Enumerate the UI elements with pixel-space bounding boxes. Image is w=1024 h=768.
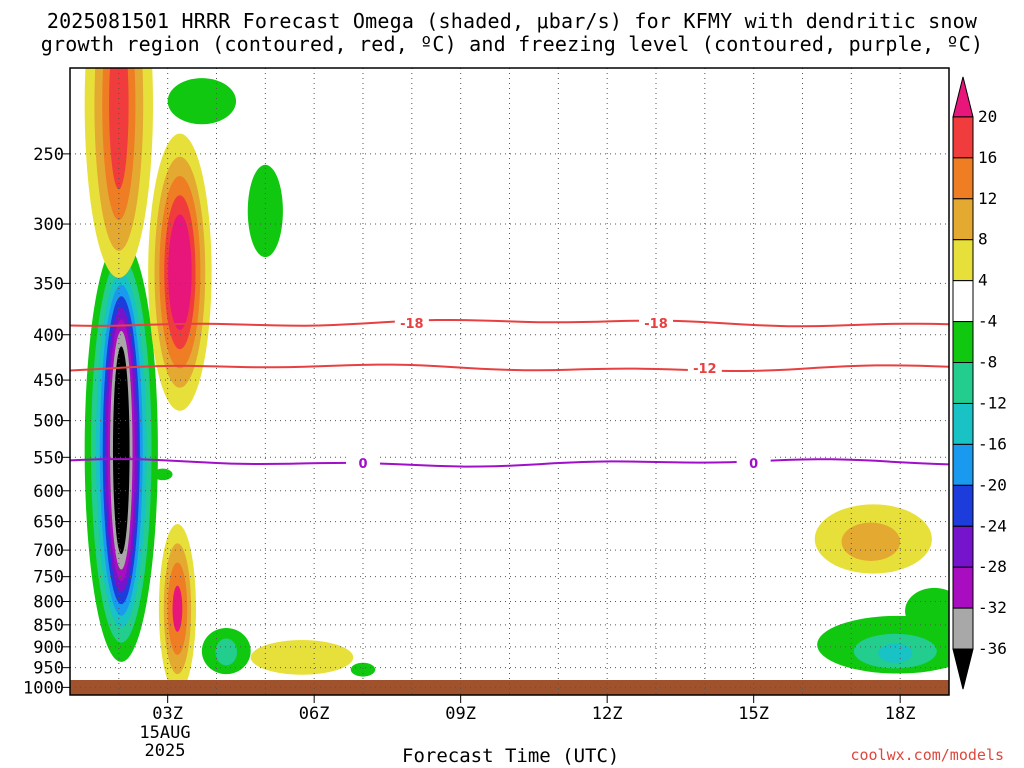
chart-title-line-2: growth region (contoured, red, ºC) and f…	[40, 32, 984, 56]
colorbar-label-8: -16	[978, 434, 1007, 453]
colorbar-swatch-10	[952, 484, 974, 527]
colorbar-swatch-0	[952, 76, 974, 118]
y-tick-label-700: 700	[33, 541, 64, 561]
y-tick-label-400: 400	[33, 326, 64, 346]
x-tick-label-9: 09Z	[445, 704, 476, 724]
temperature-contours: -18 -18 -12 0 0	[70, 315, 949, 472]
x-tick-label-6: 06Z	[299, 704, 330, 724]
x-axis: 15AUG 2025 03Z 06Z 09Z 12Z 15Z 18Z	[139, 695, 916, 761]
x-date-label-year: 2025	[145, 741, 186, 761]
x-tick-label-12: 12Z	[592, 704, 623, 724]
colorbar-label-12: -32	[978, 598, 1007, 617]
colorbar-label-6: -8	[978, 353, 997, 372]
y-tick-label-250: 250	[33, 145, 64, 165]
colorbar-label-11: -28	[978, 557, 1007, 576]
contour-line--12	[70, 363, 949, 372]
contour-label--18-1: -18	[644, 317, 668, 332]
colorbar-label-4: 4	[978, 271, 988, 290]
colorbar-label-13: -36	[978, 639, 1007, 658]
y-tick-label-450: 450	[33, 371, 64, 391]
omega-late-ascent-inner	[878, 643, 913, 663]
colorbar-swatch-9	[952, 443, 974, 486]
colorbar-swatch-14	[952, 648, 974, 690]
contour-label-0-1: 0	[749, 457, 758, 472]
colorbar-label-2: 12	[978, 189, 997, 208]
omega-ascent-cell-low-3	[350, 662, 376, 677]
colorbar-label-3: 8	[978, 230, 988, 249]
colorbar-swatch-1	[952, 116, 974, 159]
y-tick-label-300: 300	[33, 215, 64, 235]
omega-ascent-cell-low-2	[215, 638, 238, 666]
plot-frame	[69, 67, 950, 696]
y-tick-label-800: 800	[33, 593, 64, 613]
colorbar-swatch-8	[952, 402, 974, 445]
y-tick-label-750: 750	[33, 568, 64, 588]
contour-label-bg-0-1	[736, 454, 771, 470]
y-tick-label-1000: 1000	[23, 678, 64, 698]
colorbar-swatch-4	[952, 239, 974, 282]
colorbar-label-9: -20	[978, 475, 1007, 494]
omega-ascent-cell-low-4	[153, 468, 173, 481]
x-date-label-day: 15AUG	[139, 723, 190, 743]
omega-late-descent-core	[841, 522, 901, 562]
colorbar-label-10: -24	[978, 516, 1007, 535]
x-axis-title: Forecast Time (UTC)	[402, 745, 620, 767]
contour-label-bg--18-1	[639, 315, 673, 331]
omega-late-ascent-tail	[905, 587, 949, 635]
omega-low-descent-3	[172, 585, 183, 632]
colorbar-label-7: -12	[978, 393, 1007, 412]
y-axis: 2503003504004505005506006507007508008509…	[23, 145, 70, 698]
x-tick-label-15: 15Z	[738, 704, 769, 724]
contour-line-0	[70, 458, 949, 468]
colorbar-swatch-7	[952, 362, 974, 404]
colorbar-swatch-6	[952, 321, 974, 364]
omega-ascent-cell-upper	[167, 78, 237, 125]
colorbar-swatch-13	[952, 607, 974, 650]
colorbar-swatch-12	[952, 566, 974, 609]
y-tick-label-950: 950	[33, 659, 64, 679]
omega-mid-descent-4	[168, 214, 192, 330]
x-tick-label-3: 03Z	[152, 704, 183, 724]
colorbar-swatch-11	[952, 525, 974, 568]
colorbar: 20 16 12 8 4 -4 -8 -12 -16 -20 -24 -28 -32 -36	[952, 76, 1007, 690]
colorbar-label-1: 16	[978, 148, 997, 167]
contour-label-bg--18-0	[394, 315, 429, 331]
y-tick-label-500: 500	[33, 412, 64, 432]
grid-lines	[70, 68, 949, 695]
y-tick-label-600: 600	[33, 482, 64, 502]
omega-descent-cell-low	[250, 640, 354, 675]
colorbar-swatch-2	[952, 157, 974, 200]
y-tick-label-550: 550	[33, 448, 64, 468]
y-tick-label-650: 650	[33, 513, 64, 533]
omega-shading	[84, 68, 949, 694]
contour-line--18	[70, 319, 949, 328]
colorbar-label-5: -4	[978, 312, 997, 331]
contour-label-0-0: 0	[358, 457, 367, 472]
chart-title-line-1: 2025081501 HRRR Forecast Omega (shaded, …	[46, 9, 978, 33]
contour-label-bg--12-0	[687, 359, 722, 375]
y-tick-label-850: 850	[33, 616, 64, 636]
y-tick-label-350: 350	[33, 274, 64, 294]
colorbar-label-0: 20	[978, 107, 997, 126]
contour-label--18-0: -18	[400, 317, 424, 332]
colorbar-swatch-5	[952, 280, 974, 323]
omega-ascent-cell-mid	[247, 164, 283, 258]
y-tick-label-900: 900	[33, 638, 64, 658]
ground-strip	[70, 680, 949, 695]
contour-label--12-0: -12	[693, 362, 717, 377]
omega-ascent-core-8	[112, 346, 130, 555]
contour-label-bg-0-0	[346, 454, 380, 470]
credit-text: coolwx.com/models	[850, 746, 1004, 764]
x-tick-label-18: 18Z	[885, 704, 916, 724]
colorbar-swatch-3	[952, 198, 974, 241]
